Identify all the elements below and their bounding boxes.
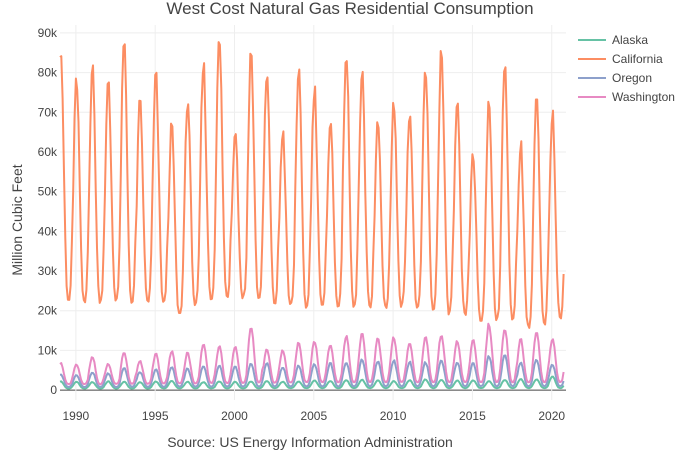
series-line-alaska bbox=[59, 375, 565, 390]
series-line-washington bbox=[59, 322, 565, 386]
y-tick-label: 20k bbox=[38, 304, 58, 318]
y-tick-label: 60k bbox=[38, 145, 58, 159]
x-tick-label: 2005 bbox=[300, 409, 327, 423]
legend-item-oregon[interactable]: Oregon bbox=[578, 71, 652, 85]
y-tick-label: 30k bbox=[38, 264, 58, 278]
legend-item-alaska[interactable]: Alaska bbox=[578, 33, 648, 47]
y-tick-label: 50k bbox=[38, 185, 58, 199]
x-tick-label: 2020 bbox=[538, 409, 565, 423]
y-tick-label: 80k bbox=[38, 66, 58, 80]
x-axis-title: Source: US Energy Information Administra… bbox=[167, 434, 453, 450]
y-tick-label: 10k bbox=[38, 343, 58, 357]
legend-item-california[interactable]: California bbox=[578, 52, 663, 66]
legend-label: Alaska bbox=[612, 33, 648, 47]
legend[interactable]: Alaska California Oregon Washington bbox=[578, 33, 675, 104]
series-layer bbox=[59, 41, 565, 390]
y-tick-label: 40k bbox=[38, 224, 58, 238]
y-tick-label: 0 bbox=[50, 383, 57, 397]
legend-label: Washington bbox=[612, 90, 675, 104]
x-tick-label: 2000 bbox=[221, 409, 248, 423]
series-line-california bbox=[59, 41, 565, 329]
y-axis-title: Million Cubic Feet bbox=[9, 164, 25, 275]
x-tick-label: 1990 bbox=[63, 409, 90, 423]
x-tick-label: 2010 bbox=[380, 409, 407, 423]
legend-label: Oregon bbox=[612, 71, 652, 85]
y-tick-label: 70k bbox=[38, 105, 58, 119]
chart-title: West Cost Natural Gas Residential Consum… bbox=[166, 0, 533, 18]
axis-layer: 0 10k 20k 30k 40k 50k 60k 70k 80k 90k 1990 1995 2000… bbox=[38, 26, 566, 423]
x-tick-label: 1995 bbox=[142, 409, 169, 423]
y-tick-label: 90k bbox=[38, 26, 58, 40]
legend-label: California bbox=[612, 52, 663, 66]
x-tick-label: 2015 bbox=[459, 409, 486, 423]
legend-item-washington[interactable]: Washington bbox=[578, 90, 675, 104]
series-line-oregon bbox=[59, 354, 565, 388]
